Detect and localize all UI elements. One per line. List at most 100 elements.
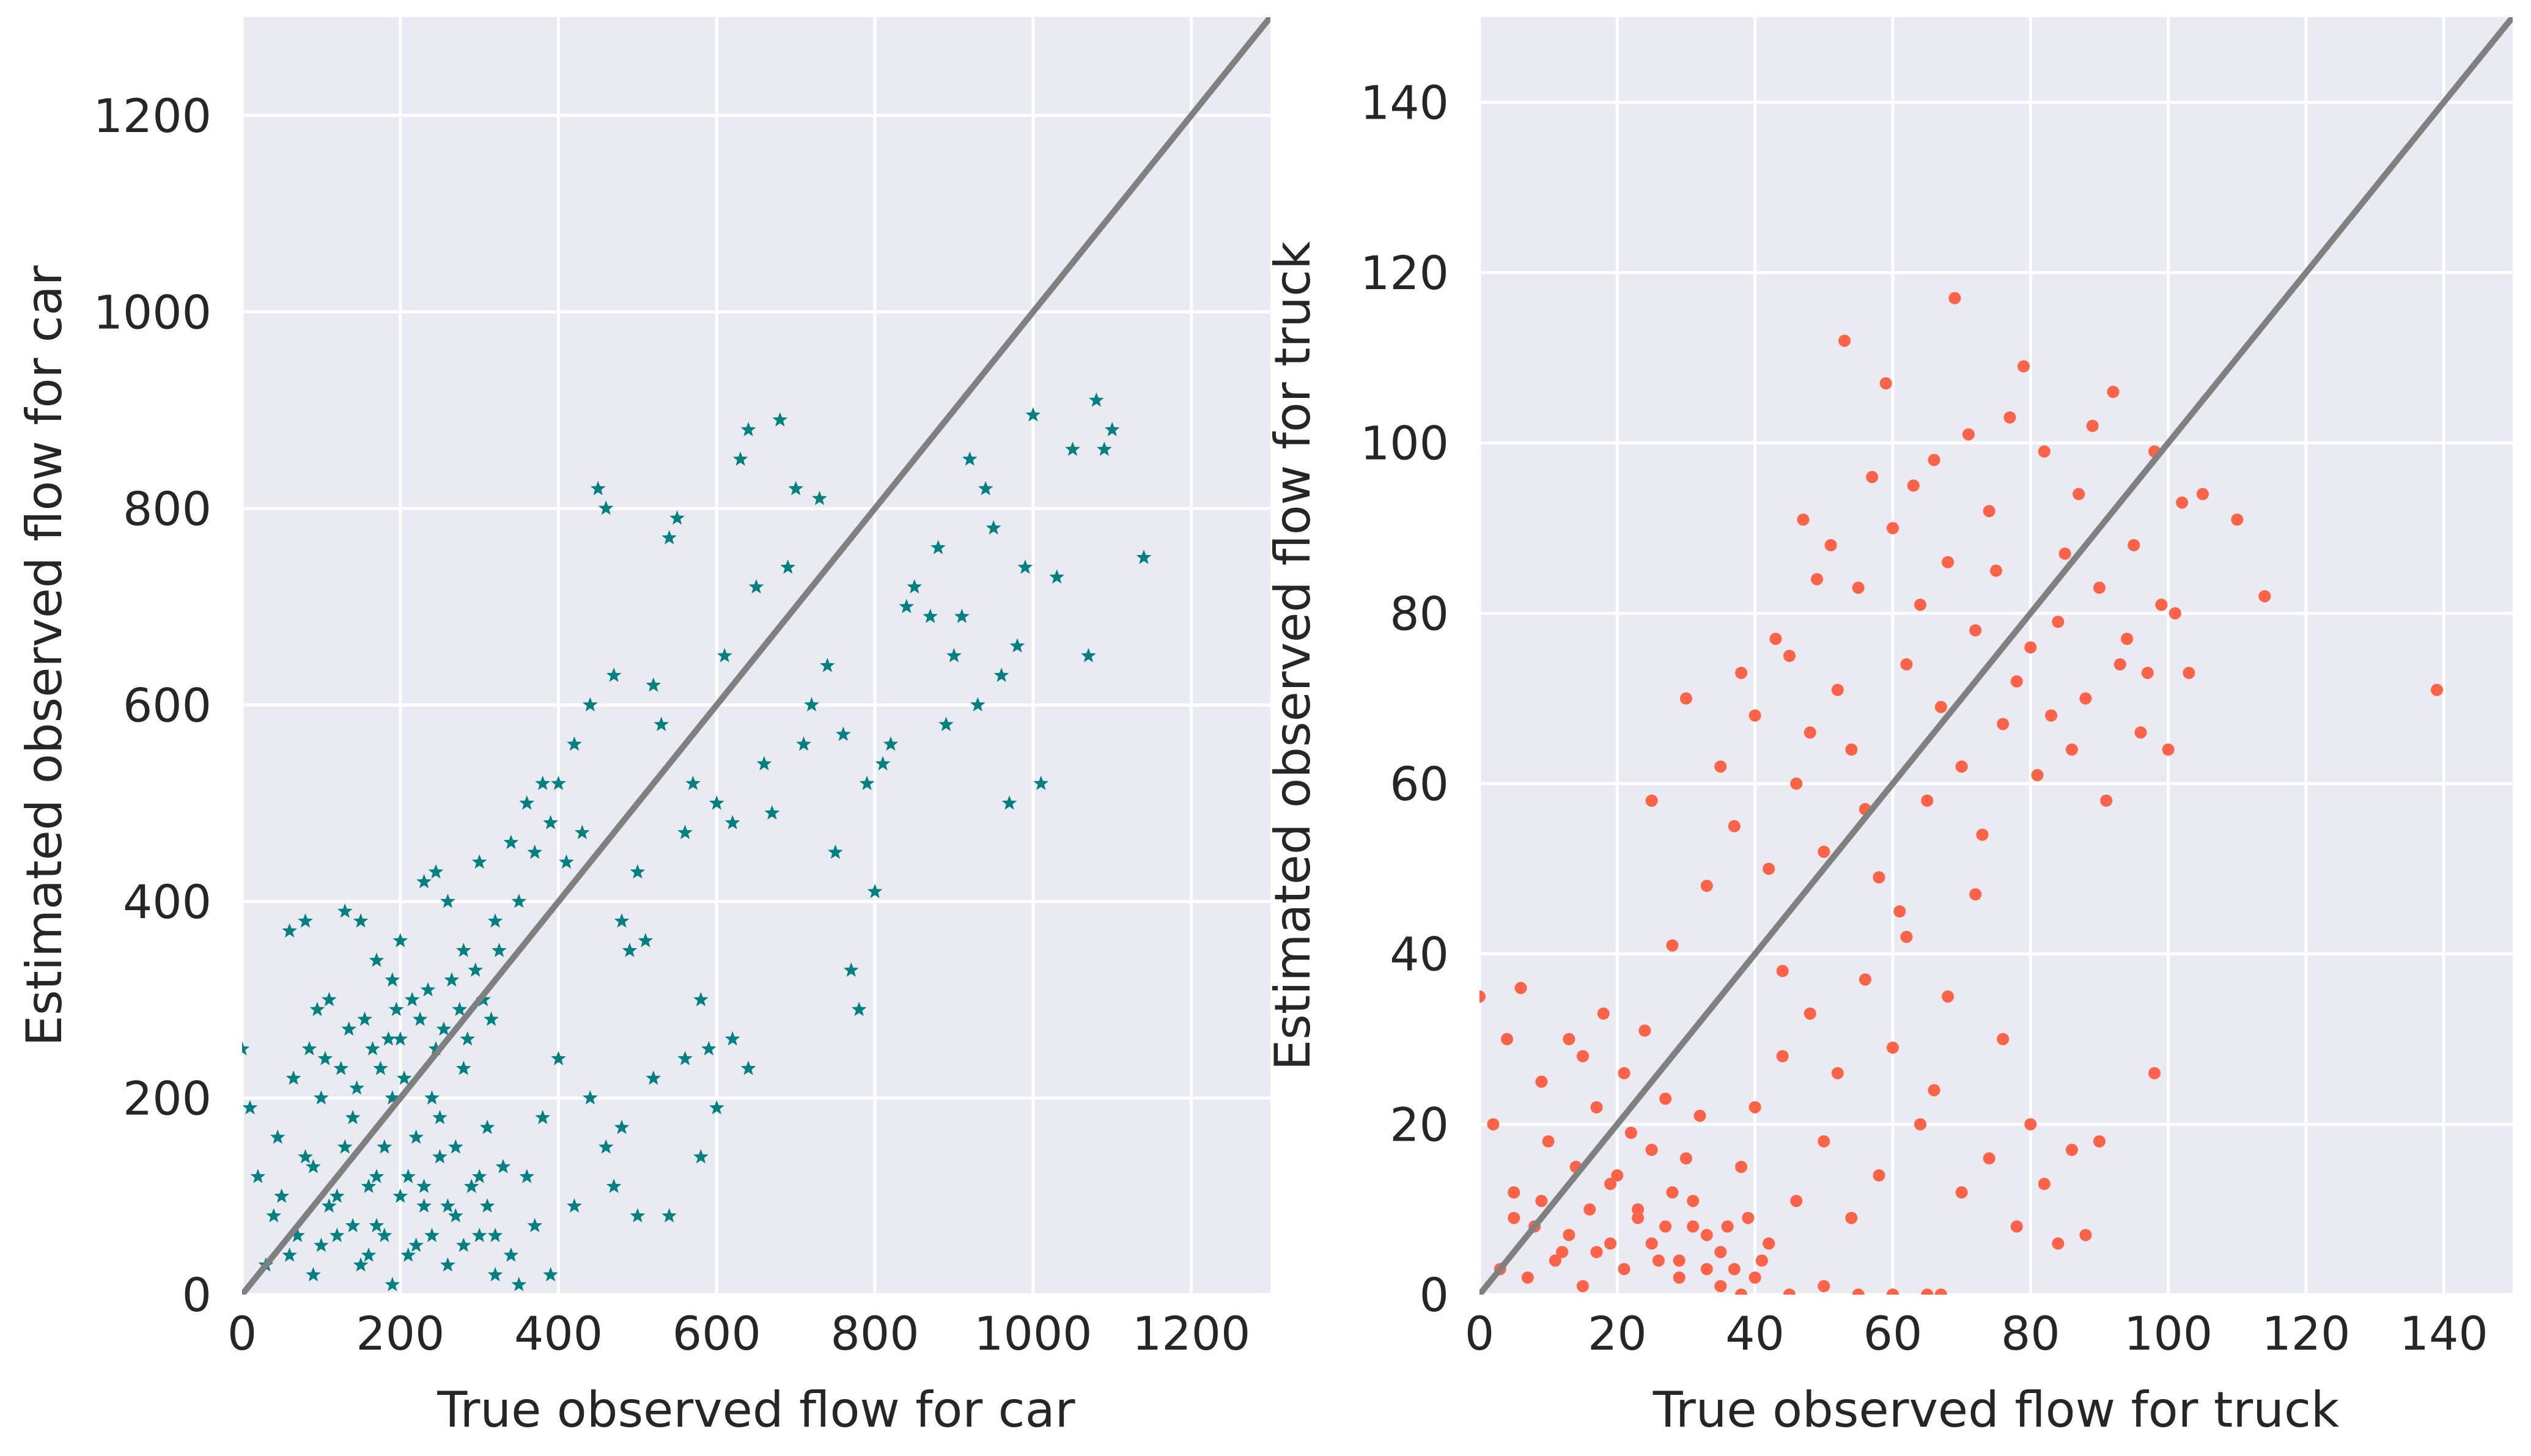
data-point	[428, 1041, 444, 1056]
data-point	[606, 667, 622, 682]
y-tick-label: 200	[123, 1071, 212, 1125]
data-point	[452, 1001, 468, 1017]
data-point	[519, 795, 535, 810]
data-point	[1618, 1067, 1630, 1079]
data-point	[1714, 760, 1727, 773]
data-point	[1659, 1220, 1672, 1233]
data-point	[1928, 454, 1940, 466]
x-axis-title: True observed flow for truck	[1652, 1381, 2340, 1438]
data-point	[444, 972, 460, 987]
data-point	[511, 893, 527, 908]
data-point	[455, 1061, 471, 1075]
data-point	[1735, 666, 1748, 679]
data-point	[1763, 1237, 1775, 1250]
data-point	[369, 1169, 385, 1183]
data-point	[329, 1227, 345, 1243]
data-point	[1763, 862, 1775, 875]
data-point	[432, 1149, 448, 1164]
data-point	[2197, 488, 2209, 501]
data-point	[2038, 1177, 2050, 1190]
x-tick-label: 100	[2124, 1306, 2212, 1361]
data-point	[266, 1208, 282, 1223]
data-point	[1735, 1289, 1748, 1295]
data-point	[1845, 1211, 1858, 1224]
data-point	[930, 540, 946, 554]
x-tick-label: 60	[1863, 1306, 1923, 1361]
y-tick-label: 0	[1420, 1268, 1449, 1322]
data-point	[1666, 1186, 1679, 1199]
data-point	[298, 913, 313, 928]
data-point	[2141, 666, 2154, 679]
data-point	[1659, 1092, 1672, 1105]
data-point	[567, 736, 582, 751]
data-point	[432, 1109, 448, 1125]
data-point	[1887, 1289, 1899, 1295]
data-point	[1590, 1101, 1603, 1114]
data-point	[1508, 1211, 1520, 1224]
y-tick-label: 0	[182, 1268, 212, 1322]
data-point	[946, 648, 962, 663]
scatter-points	[1479, 292, 2444, 1295]
data-point	[2072, 488, 2085, 501]
data-point	[669, 510, 685, 525]
data-point	[1900, 930, 1913, 943]
y-axis-title: Estimated observed flow for car	[16, 265, 73, 1046]
data-point	[1831, 1067, 1844, 1079]
data-point	[938, 716, 954, 732]
data-point	[962, 451, 978, 466]
data-point	[1845, 743, 1858, 756]
data-point	[1942, 556, 1954, 568]
data-point	[377, 1227, 392, 1243]
data-point	[1921, 1289, 1934, 1295]
data-point	[1783, 1289, 1796, 1295]
data-point	[1914, 1118, 1927, 1131]
data-point	[345, 1109, 361, 1125]
data-point	[1136, 550, 1152, 564]
data-point	[400, 1169, 416, 1183]
y-tick-label: 600	[123, 678, 212, 732]
y-tick-label: 20	[1390, 1097, 1449, 1152]
data-point	[471, 1169, 487, 1183]
data-point	[1997, 1033, 2010, 1045]
data-point	[1838, 334, 1851, 347]
data-point	[2052, 1237, 2065, 1250]
data-point	[392, 933, 408, 947]
data-point	[361, 1247, 377, 1262]
data-point	[306, 1267, 321, 1282]
data-point	[322, 1198, 337, 1213]
data-point	[2134, 726, 2147, 739]
data-point	[314, 1090, 329, 1105]
data-point	[460, 1031, 476, 1046]
data-point	[1948, 292, 1961, 304]
data-point	[2031, 769, 2044, 782]
x-tick-label: 200	[356, 1306, 444, 1361]
data-point	[1866, 471, 1879, 483]
data-point	[286, 1070, 301, 1085]
data-point	[1680, 1152, 1692, 1165]
data-point	[333, 1061, 349, 1075]
data-point	[353, 1257, 369, 1272]
data-point	[298, 1149, 313, 1164]
data-point	[1104, 422, 1120, 436]
data-point	[1487, 1118, 1500, 1131]
data-point	[1632, 1211, 1645, 1224]
data-point	[851, 1001, 867, 1017]
data-point	[1577, 1280, 1589, 1293]
data-point	[2431, 683, 2444, 696]
data-point	[1900, 658, 1913, 671]
data-point	[1693, 1109, 1706, 1122]
data-point	[1583, 1203, 1596, 1216]
data-point	[1803, 726, 1816, 739]
data-point	[448, 1139, 463, 1154]
x-tick-label: 0	[1465, 1306, 1494, 1361]
data-point	[1542, 1135, 1555, 1148]
data-point	[1831, 683, 1844, 696]
data-point	[543, 1267, 558, 1282]
data-point	[1714, 1246, 1727, 1259]
data-point	[1065, 441, 1080, 456]
data-point	[780, 559, 796, 574]
data-point	[551, 1051, 566, 1065]
data-point	[2079, 692, 2092, 705]
data-point	[1514, 982, 1527, 995]
data-point	[630, 1208, 646, 1223]
